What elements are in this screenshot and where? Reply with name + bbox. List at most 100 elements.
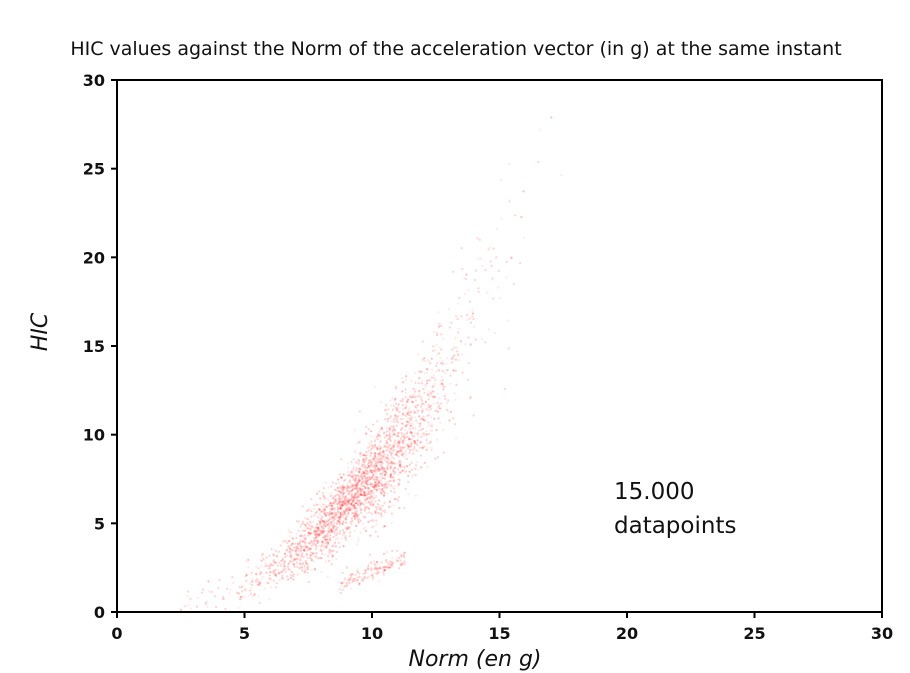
scatter-point <box>412 449 415 452</box>
scatter-point <box>284 568 287 571</box>
scatter-point <box>333 498 336 501</box>
scatter-point <box>391 556 394 559</box>
scatter-point <box>407 480 410 483</box>
scatter-point <box>416 439 419 442</box>
scatter-point <box>330 512 333 515</box>
scatter-point <box>438 404 441 407</box>
scatter-point <box>406 443 409 446</box>
scatter-point <box>332 524 335 527</box>
scatter-point <box>327 486 330 489</box>
scatter-point <box>289 548 293 551</box>
scatter-point <box>405 424 408 427</box>
scatter-point <box>420 411 423 414</box>
scatter-point <box>382 571 385 574</box>
scatter-point <box>510 256 513 259</box>
scatter-point <box>290 531 293 534</box>
scatter-point <box>425 438 428 441</box>
scatter-point <box>407 438 410 441</box>
scatter-point <box>347 508 350 511</box>
scatter-point <box>392 504 395 507</box>
scatter-point <box>414 467 417 470</box>
scatter-point <box>373 440 376 443</box>
scatter-point <box>268 554 271 557</box>
scatter-point <box>407 422 410 425</box>
scatter-point <box>414 473 417 476</box>
scatter-point <box>408 451 411 454</box>
scatter-point <box>201 588 204 591</box>
scatter-point <box>259 581 262 584</box>
scatter-point <box>343 512 346 516</box>
scatter-point <box>370 500 373 503</box>
scatter-point <box>468 397 471 400</box>
scatter-point <box>430 357 433 360</box>
scatter-point <box>239 598 242 601</box>
scatter-point <box>267 581 270 584</box>
scatter-point <box>352 470 355 473</box>
scatter-point <box>314 527 317 530</box>
scatter-point <box>375 462 378 465</box>
scatter-point <box>347 576 350 579</box>
scatter-point <box>292 578 296 581</box>
scatter-point <box>348 582 351 585</box>
scatter-point <box>326 504 329 507</box>
scatter-point <box>326 537 329 541</box>
scatter-point <box>337 490 340 493</box>
scatter-point <box>329 495 332 498</box>
scatter-point <box>454 423 457 426</box>
scatter-point <box>358 486 361 489</box>
scatter-point <box>346 497 349 500</box>
scatter-point <box>294 557 297 560</box>
scatter-point <box>392 479 395 482</box>
scatter-point <box>361 522 364 525</box>
scatter-point <box>469 321 473 324</box>
scatter-point <box>382 458 385 461</box>
scatter-point <box>256 578 259 581</box>
scatter-point <box>277 572 280 575</box>
scatter-point <box>408 438 411 441</box>
scatter-point <box>179 608 182 612</box>
scatter-point <box>395 453 398 457</box>
scatter-point <box>365 457 368 460</box>
scatter-point <box>322 545 325 548</box>
scatter-point <box>379 567 382 571</box>
scatter-point <box>392 425 396 428</box>
scatter-point <box>325 546 329 549</box>
scatter-point <box>355 511 358 515</box>
scatter-point <box>378 508 381 511</box>
scatter-point <box>374 452 377 455</box>
scatter-point <box>383 431 386 434</box>
scatter-point <box>375 494 378 497</box>
scatter-point <box>374 438 377 441</box>
scatter-point <box>397 455 400 458</box>
scatter-point <box>351 488 354 491</box>
scatter-point <box>265 564 268 567</box>
scatter-point <box>354 573 357 576</box>
scatter-point <box>439 379 442 382</box>
scatter-point <box>366 447 369 450</box>
scatter-point <box>335 557 338 561</box>
scatter-point <box>402 452 405 455</box>
scatter-point <box>297 549 300 552</box>
scatter-point <box>438 346 442 349</box>
scatter-point <box>348 508 351 511</box>
scatter-point <box>344 506 347 509</box>
scatter-point <box>286 542 289 545</box>
scatter-point <box>296 553 299 557</box>
scatter-point <box>316 510 319 513</box>
scatter-point <box>349 522 352 525</box>
scatter-point <box>353 493 356 496</box>
scatter-point <box>305 552 309 555</box>
scatter-point <box>432 385 435 388</box>
scatter-point <box>340 458 343 461</box>
scatter-point <box>445 362 448 365</box>
scatter-point <box>383 418 387 421</box>
scatter-point <box>410 461 413 464</box>
scatter-point <box>407 493 410 496</box>
scatter-point <box>302 562 305 565</box>
scatter-point <box>370 440 373 443</box>
scatter-point <box>342 503 345 506</box>
scatter-point <box>355 485 358 488</box>
scatter-point <box>397 478 400 481</box>
scatter-point <box>333 522 336 525</box>
scatter-point <box>391 549 394 553</box>
